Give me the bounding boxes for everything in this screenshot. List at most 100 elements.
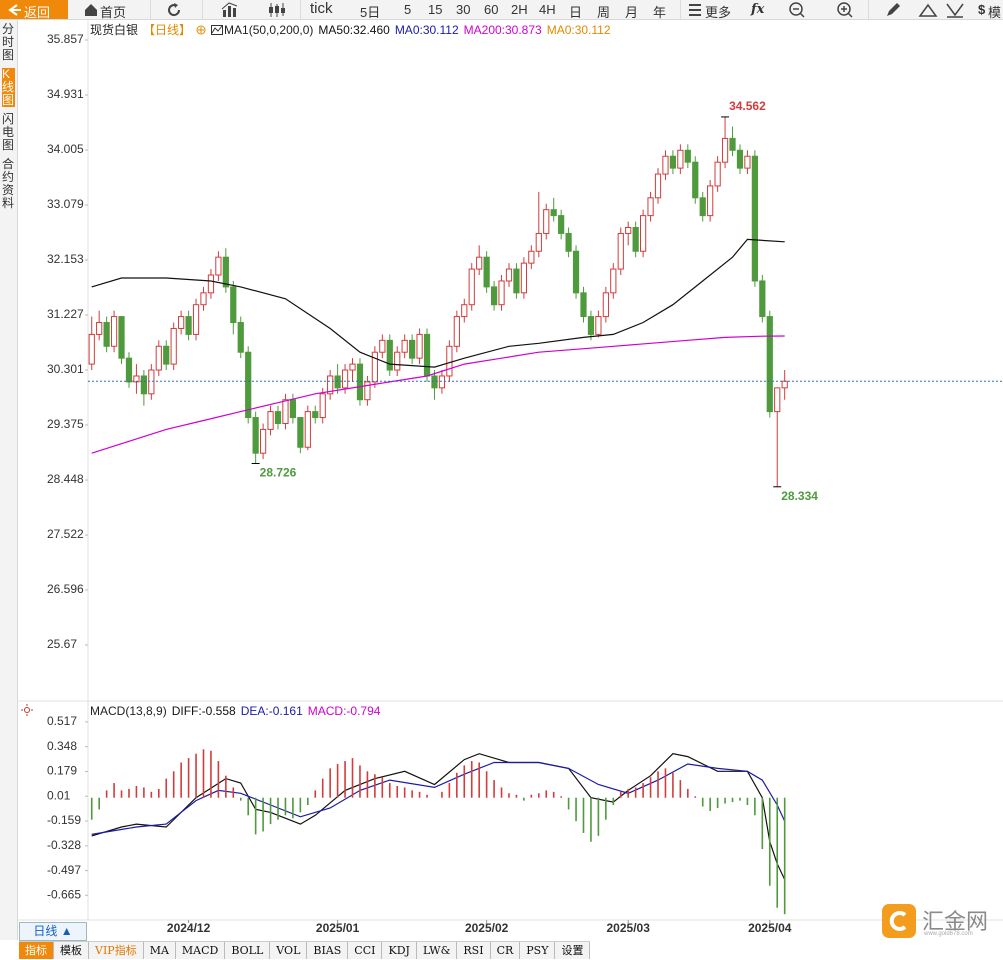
y-tick-label: 0.01	[47, 788, 71, 802]
period-tab[interactable]: 4H	[539, 2, 556, 17]
indicator-tab[interactable]: MACD	[176, 942, 226, 959]
period-tab[interactable]: 5日	[360, 5, 381, 20]
indicator-tab[interactable]: VIP指标	[89, 942, 144, 959]
candle-body	[476, 256, 483, 270]
indicator-tab[interactable]: MA	[144, 942, 176, 959]
candle-body	[431, 375, 438, 389]
side-tab[interactable]: 合约资料	[2, 157, 15, 210]
histogram-bar	[456, 772, 458, 798]
candle-body	[140, 375, 147, 395]
period-tab[interactable]: 日	[569, 5, 583, 20]
histogram-bar	[716, 797, 719, 808]
period-tab[interactable]: tick	[310, 0, 333, 17]
histogram-bar	[582, 797, 585, 833]
add-icon[interactable]	[196, 25, 206, 35]
candle-body	[647, 197, 654, 217]
toolbar: 返回 首页 tick 5日 5 15 30 60 2H 4H 日 周 月 年 更…	[0, 0, 1003, 20]
zoom-out[interactable]	[788, 1, 806, 19]
home-icon	[85, 4, 97, 16]
histogram-bar	[500, 787, 503, 798]
histogram-bar	[597, 797, 600, 836]
candle-body	[401, 339, 408, 353]
candle-body	[759, 280, 766, 318]
period-tab[interactable]: 月	[625, 5, 639, 20]
y-tick-label: 26.596	[47, 582, 84, 596]
period-tab[interactable]: 5	[404, 2, 412, 17]
candle-body	[409, 339, 416, 359]
histogram-bar	[225, 775, 227, 798]
y-tick-label: 28.448	[47, 472, 84, 486]
candle-body	[178, 316, 185, 329]
histogram-bar	[403, 787, 406, 798]
x-tick-label: 2025/02	[465, 921, 509, 935]
down-tool[interactable]	[945, 1, 965, 19]
candle-body	[304, 411, 311, 448]
macd-icon	[21, 704, 33, 716]
zoom-in[interactable]	[836, 1, 854, 19]
fx-button[interactable]: fx	[751, 2, 765, 17]
period-button[interactable]: 日线 ▲	[19, 922, 87, 941]
indicator-tab[interactable]: BOLL	[225, 942, 271, 959]
candle-body	[580, 292, 587, 318]
candle-body	[356, 363, 364, 401]
candle-body	[125, 357, 133, 383]
histogram-bar	[135, 785, 138, 798]
indicator-tab[interactable]: 设置	[555, 942, 591, 959]
indicator-tab[interactable]: KDJ	[382, 942, 417, 959]
candle-body	[699, 197, 706, 217]
back-label: 返回	[24, 5, 51, 20]
refresh-icon[interactable]	[165, 1, 183, 19]
candle-body	[282, 399, 289, 424]
side-tab[interactable]: 分时图	[2, 22, 15, 62]
histogram-bar	[605, 797, 607, 820]
histogram-bar	[560, 796, 562, 798]
y-tick-label: 25.67	[47, 637, 77, 651]
period-tab[interactable]: 周	[597, 5, 611, 20]
indicator-tab[interactable]: 指标	[19, 942, 54, 959]
logo-mark	[882, 904, 916, 938]
candle-body	[170, 327, 177, 365]
indicator-tab[interactable]: BIAS	[307, 942, 349, 959]
extreme-label: 28.726	[260, 466, 297, 480]
candle-body	[222, 256, 229, 288]
histogram-bar	[299, 797, 302, 813]
indicator-tab[interactable]: VOL	[270, 942, 308, 959]
histogram-bar	[232, 787, 235, 798]
period-tab[interactable]: 年	[653, 5, 667, 20]
period-tab[interactable]: 30	[456, 2, 471, 17]
period-tab[interactable]: 15	[428, 2, 443, 17]
y-tick-label: 32.153	[47, 252, 84, 266]
indicator-tab[interactable]: 模板	[54, 942, 89, 959]
period-tab[interactable]: 60	[484, 2, 499, 17]
more-button[interactable]: 更多	[705, 5, 732, 20]
up-tool[interactable]	[918, 1, 938, 19]
histogram-bar	[105, 790, 108, 798]
candle-body	[319, 393, 326, 419]
separator	[150, 0, 151, 19]
candle-body	[423, 333, 431, 377]
back-button[interactable]: 返回	[0, 0, 68, 20]
histogram-bar	[687, 788, 689, 798]
period-tab[interactable]: 2H	[511, 2, 528, 17]
indicator-tab[interactable]: PSY	[520, 942, 556, 959]
indicator-tab[interactable]: RSI	[457, 942, 491, 959]
home-button[interactable]: 首页	[100, 5, 127, 20]
draw-tool[interactable]	[884, 1, 902, 19]
y-tick-label: -0.328	[47, 838, 81, 852]
last-button[interactable]: 模	[988, 5, 1002, 20]
candle-icon[interactable]	[266, 1, 288, 19]
side-tab[interactable]: K线图	[2, 67, 15, 107]
histogram-bar	[262, 797, 264, 832]
sidebar: 分时图 K线图 闪电图 合约资料	[0, 20, 18, 940]
chart-icon[interactable]	[220, 1, 242, 19]
indicator-tab[interactable]: CCI	[348, 942, 383, 959]
histogram-bar	[552, 791, 555, 798]
candle-body	[625, 227, 632, 234]
indicator-tab[interactable]: LW&	[417, 942, 458, 959]
candle-body	[192, 304, 200, 335]
candle-body	[394, 351, 401, 371]
histogram-bar	[567, 797, 570, 810]
indicator-tab[interactable]: CR	[491, 942, 521, 959]
candle-body	[632, 227, 639, 252]
side-tab[interactable]: 闪电图	[2, 112, 15, 152]
